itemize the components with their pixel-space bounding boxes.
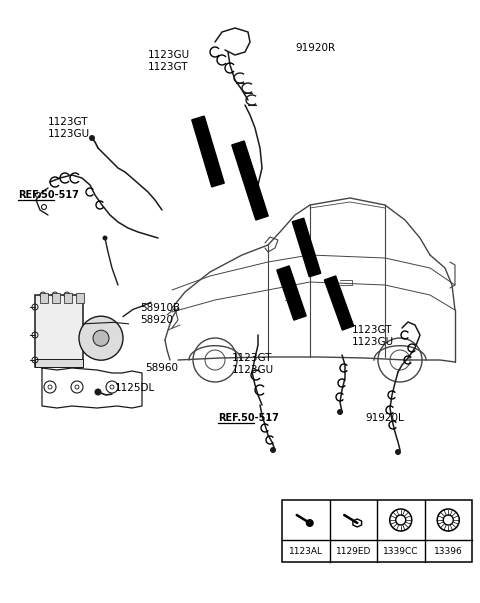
- Text: 1123GU: 1123GU: [148, 50, 190, 60]
- Bar: [282, 500, 472, 562]
- Text: 1339CC: 1339CC: [383, 546, 419, 555]
- Bar: [40, 293, 48, 303]
- Text: 1123GU: 1123GU: [232, 365, 274, 375]
- Bar: [52, 293, 60, 303]
- Circle shape: [95, 388, 101, 396]
- Circle shape: [79, 316, 123, 360]
- Bar: [35, 359, 84, 367]
- Text: 1123GT: 1123GT: [148, 62, 189, 72]
- Text: 1123GT: 1123GT: [48, 117, 88, 127]
- Text: 1123GU: 1123GU: [352, 337, 394, 347]
- Circle shape: [337, 409, 343, 415]
- Text: 13396: 13396: [434, 546, 463, 555]
- Text: 58910B: 58910B: [140, 303, 180, 313]
- Text: 1129ED: 1129ED: [336, 546, 371, 555]
- Circle shape: [64, 292, 70, 298]
- Circle shape: [89, 135, 95, 141]
- Text: 58920: 58920: [140, 315, 173, 325]
- Text: 1125DL: 1125DL: [115, 383, 155, 393]
- Text: 91920R: 91920R: [295, 43, 335, 53]
- Circle shape: [395, 449, 401, 455]
- Circle shape: [93, 330, 109, 346]
- Circle shape: [52, 292, 58, 298]
- Text: REF.50-517: REF.50-517: [18, 190, 79, 200]
- Polygon shape: [232, 141, 268, 220]
- Text: 91920L: 91920L: [365, 413, 404, 423]
- Circle shape: [103, 236, 108, 241]
- Text: 1123GU: 1123GU: [48, 129, 90, 139]
- Polygon shape: [324, 276, 354, 330]
- Bar: [76, 293, 84, 303]
- Text: 58960: 58960: [145, 363, 178, 373]
- Text: 1123GT: 1123GT: [232, 353, 273, 363]
- Circle shape: [306, 519, 314, 527]
- Bar: [64, 293, 72, 303]
- Text: 1123GT: 1123GT: [352, 325, 393, 335]
- Polygon shape: [277, 266, 306, 320]
- Text: REF.50-517: REF.50-517: [218, 413, 279, 423]
- Polygon shape: [292, 218, 321, 277]
- Circle shape: [40, 292, 46, 298]
- Text: 1123AL: 1123AL: [289, 546, 323, 555]
- Circle shape: [270, 447, 276, 453]
- Polygon shape: [192, 116, 224, 187]
- Bar: [35, 295, 84, 367]
